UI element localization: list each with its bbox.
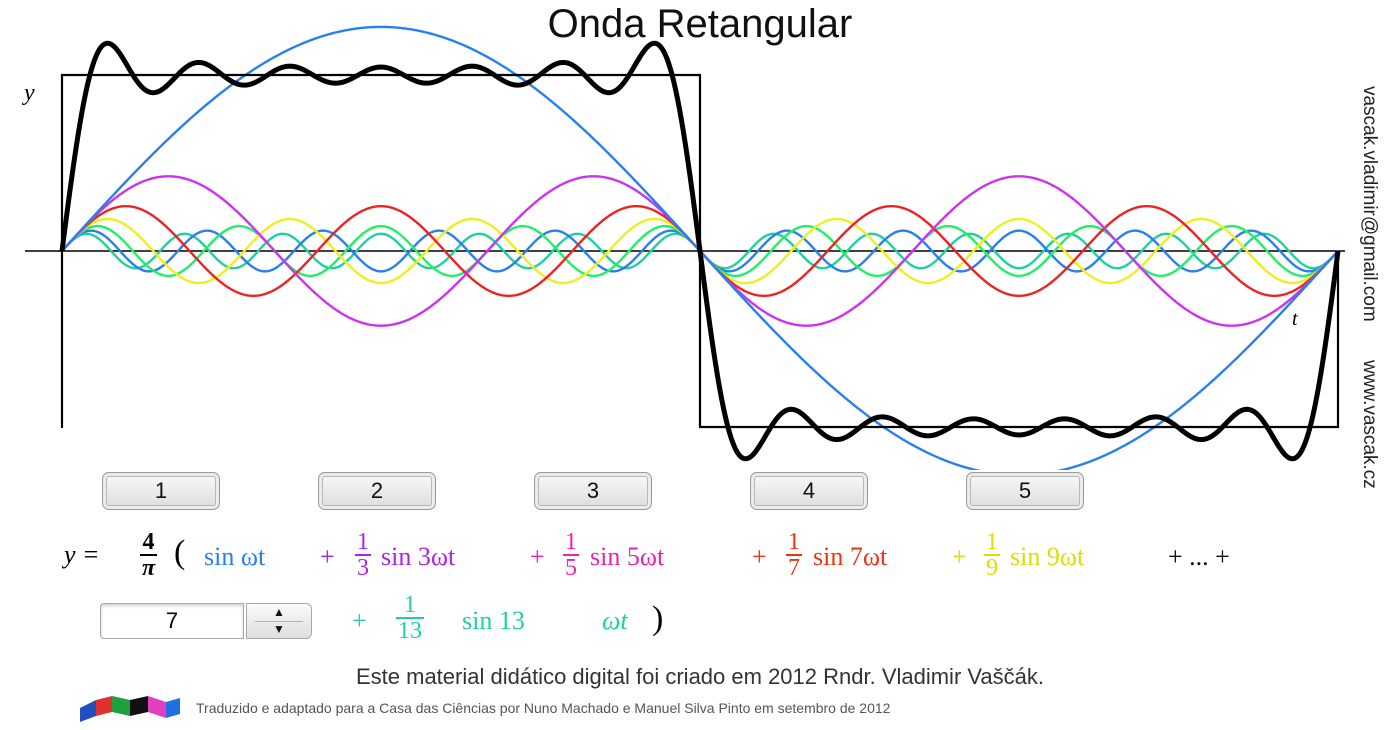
- t-axis-label: t: [1292, 308, 1298, 330]
- y-axis-label: y: [24, 80, 35, 106]
- harmonic-count-stepper[interactable]: ▲ ▼: [100, 603, 312, 639]
- formula-term-4-sin: sin 7ωt: [813, 542, 888, 571]
- formula-lhs: y =: [64, 540, 100, 569]
- author-website: www.vascak.cz: [1359, 360, 1380, 489]
- formula-close-paren: ): [652, 600, 664, 637]
- formula-term-4-plus: +: [752, 542, 767, 571]
- harmonic-button-4[interactable]: 4: [750, 472, 868, 510]
- stepper-buttons: ▲ ▼: [246, 603, 312, 639]
- author-email: vascak.vladimir@gmail.com: [1359, 86, 1380, 322]
- formula-term-2-plus: +: [320, 542, 335, 571]
- stepper-down-icon[interactable]: ▼: [273, 622, 285, 636]
- harmonic-button-5[interactable]: 5: [966, 472, 1084, 510]
- casa-das-ciencias-logo: [80, 696, 180, 722]
- formula-ellipsis: + ... +: [1168, 542, 1230, 571]
- formula-term-5-sin: sin 9ωt: [1010, 542, 1085, 571]
- harmonic-button-1[interactable]: 1: [102, 472, 220, 510]
- wave-plot: [25, 25, 1345, 470]
- formula-term-3-sin: sin 5ωt: [590, 542, 665, 571]
- formula-last-variable: ωt: [602, 606, 628, 635]
- formula-open-paren: (: [174, 534, 186, 571]
- credit-text: Este material didático digital foi criad…: [355, 664, 1045, 689]
- formula-term-5-plus: +: [952, 542, 967, 571]
- formula-last-fraction: 1 13: [396, 592, 424, 644]
- formula-term-1: sin ωt: [204, 542, 266, 571]
- harmonic-button-2[interactable]: 2: [318, 472, 436, 510]
- stepper-divider: [255, 621, 303, 622]
- formula-last-sin: sin 13: [462, 606, 525, 635]
- harmonic-count-input[interactable]: [100, 603, 244, 639]
- formula-term-3-plus: +: [530, 542, 545, 571]
- harmonic-button-3[interactable]: 3: [534, 472, 652, 510]
- fourier-sum-curve: [59, 40, 1341, 462]
- formula-last-plus: +: [352, 606, 367, 635]
- page-title: Onda Retangular: [547, 2, 853, 46]
- stepper-up-icon[interactable]: ▲: [273, 605, 285, 619]
- translation-credit: Traduzido e adaptado para a Casa das Ciê…: [196, 700, 891, 716]
- formula-term-2-sin: sin 3ωt: [381, 542, 456, 571]
